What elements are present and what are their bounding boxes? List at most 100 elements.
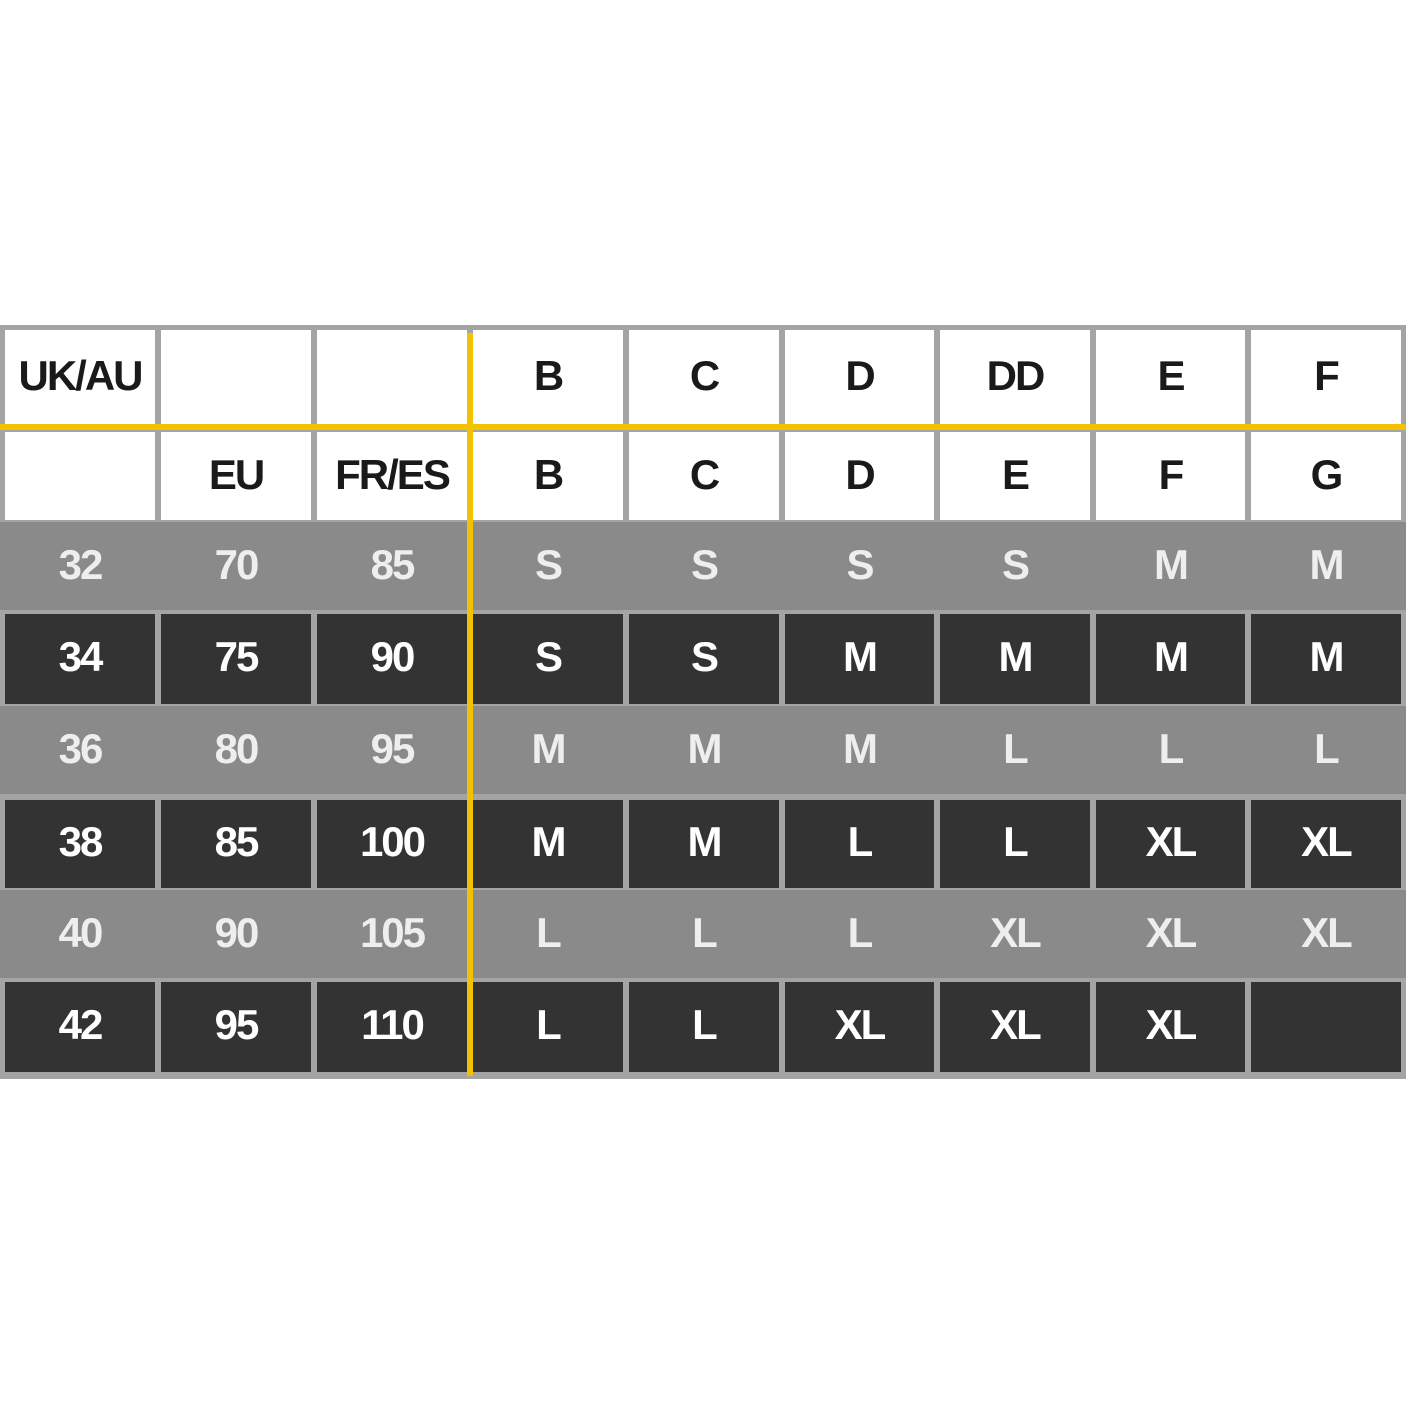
body-text: L xyxy=(536,909,561,956)
body-cell xyxy=(473,800,623,888)
body-cell xyxy=(473,614,623,704)
header-text: B xyxy=(534,352,563,399)
body-cell xyxy=(1251,614,1401,704)
body-text: 110 xyxy=(361,1001,423,1048)
header-cell xyxy=(161,432,311,520)
header-text: B xyxy=(534,451,563,498)
body-cell xyxy=(317,706,467,794)
header-text: F xyxy=(1159,451,1184,498)
header-cell xyxy=(473,432,623,520)
body-text: S xyxy=(1002,541,1029,588)
header-text: F xyxy=(1314,352,1339,399)
body-text: M xyxy=(843,633,876,680)
header-text: EU xyxy=(209,451,263,498)
body-text: L xyxy=(1314,725,1339,772)
header-cell xyxy=(1251,330,1401,424)
body-cell xyxy=(940,614,1090,704)
body-cell xyxy=(785,890,934,978)
body-cell xyxy=(940,706,1090,794)
body-text: M xyxy=(1154,633,1187,680)
body-text: S xyxy=(846,541,873,588)
body-cell xyxy=(785,522,934,610)
body-text: L xyxy=(1159,725,1184,772)
body-text: 90 xyxy=(371,633,414,680)
body-cell xyxy=(1096,800,1245,888)
header-cell xyxy=(1251,432,1401,520)
header-cell xyxy=(317,330,467,424)
header-cell xyxy=(940,432,1090,520)
body-text: S xyxy=(535,541,562,588)
header-cell xyxy=(5,330,155,424)
body-cell xyxy=(473,522,623,610)
body-cell xyxy=(1251,982,1401,1072)
body-cell xyxy=(940,522,1090,610)
header-cell xyxy=(5,432,155,520)
body-cell xyxy=(1251,706,1401,794)
body-text: M xyxy=(688,818,721,865)
body-cell xyxy=(629,614,779,704)
body-cell xyxy=(940,982,1090,1072)
body-cell xyxy=(161,522,311,610)
body-text: 100 xyxy=(360,818,425,865)
body-cell xyxy=(629,890,779,978)
body-text: XL xyxy=(1301,909,1352,956)
header-text: D xyxy=(845,451,874,498)
body-text: 95 xyxy=(215,1001,259,1048)
body-text: L xyxy=(1003,818,1028,865)
body-text: L xyxy=(536,1001,561,1048)
body-cell xyxy=(473,890,623,978)
body-cell xyxy=(5,890,155,978)
body-cell xyxy=(5,522,155,610)
body-cell xyxy=(161,614,311,704)
body-cell xyxy=(161,982,311,1072)
body-cell xyxy=(161,890,311,978)
body-cell xyxy=(1251,522,1401,610)
body-cell xyxy=(940,800,1090,888)
body-cell xyxy=(317,522,467,610)
header-text: E xyxy=(1157,352,1184,399)
body-text: S xyxy=(691,633,718,680)
body-text: XL xyxy=(835,1001,886,1048)
header-cell xyxy=(1096,432,1245,520)
body-text: 75 xyxy=(215,633,259,680)
body-text: 90 xyxy=(215,909,258,956)
body-cell xyxy=(1096,614,1245,704)
body-text: M xyxy=(1310,541,1343,588)
body-cell xyxy=(317,800,467,888)
body-text: XL xyxy=(1146,909,1197,956)
body-text: 38 xyxy=(59,818,103,865)
header-cell xyxy=(940,330,1090,424)
header-text: C xyxy=(690,352,720,399)
body-cell xyxy=(785,800,934,888)
body-text: 36 xyxy=(59,725,102,772)
body-cell xyxy=(1096,982,1245,1072)
body-text: 70 xyxy=(215,541,258,588)
body-cell xyxy=(629,706,779,794)
body-text: XL xyxy=(1301,818,1352,865)
body-cell xyxy=(1251,890,1401,978)
body-text: 80 xyxy=(215,725,258,772)
body-text: 40 xyxy=(59,909,102,956)
body-text: 34 xyxy=(59,633,104,680)
body-text: XL xyxy=(1146,1001,1197,1048)
header-text: FR/ES xyxy=(335,451,450,498)
header-text: G xyxy=(1311,451,1342,498)
body-text: M xyxy=(532,725,565,772)
body-cell xyxy=(317,982,467,1072)
body-text: L xyxy=(692,909,717,956)
body-cell xyxy=(5,614,155,704)
header-cell xyxy=(1096,330,1245,424)
body-cell xyxy=(5,982,155,1072)
header-text: E xyxy=(1002,451,1029,498)
body-cell xyxy=(785,982,934,1072)
body-cell xyxy=(1096,522,1245,610)
body-cell xyxy=(940,890,1090,978)
body-cell xyxy=(161,800,311,888)
body-text: L xyxy=(848,818,873,865)
body-text: L xyxy=(1003,725,1028,772)
header-text: DD xyxy=(987,352,1044,399)
body-text: S xyxy=(691,541,718,588)
body-text: L xyxy=(848,909,873,956)
body-cell xyxy=(473,982,623,1072)
